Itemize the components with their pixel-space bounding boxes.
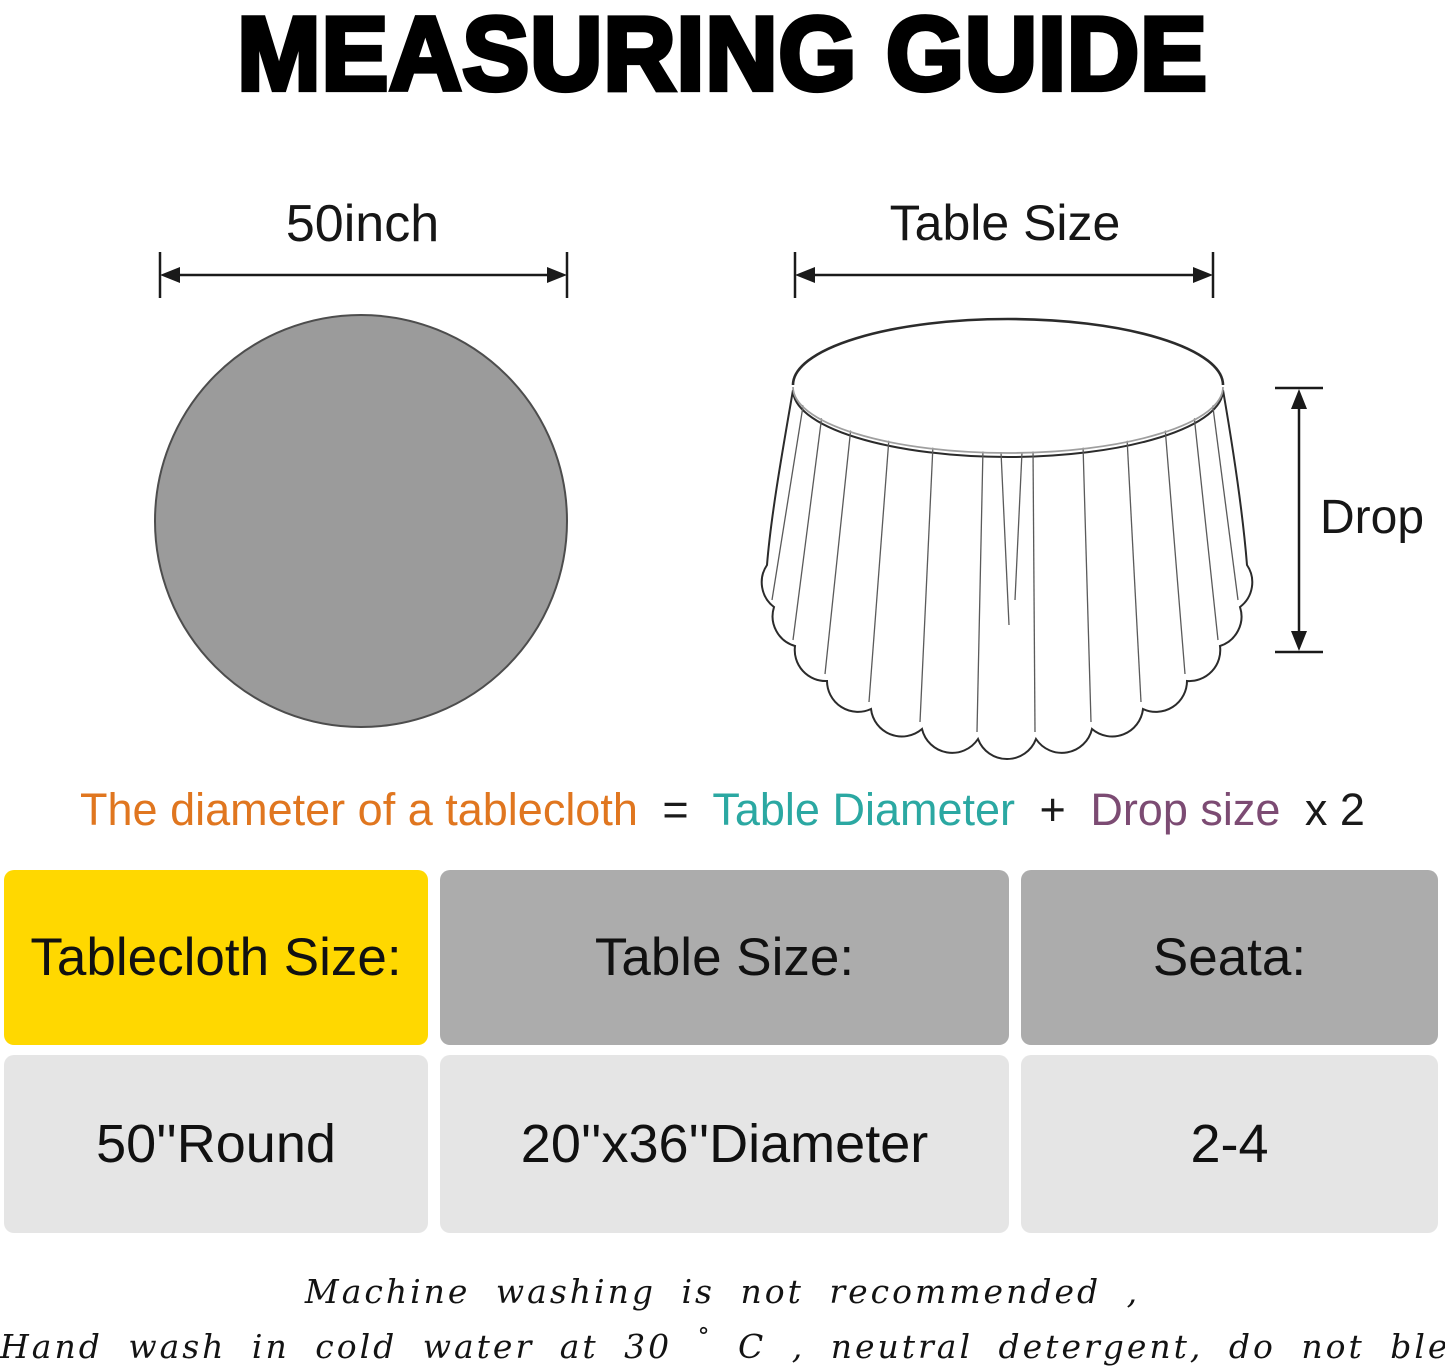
- tablecloth-circle: [154, 314, 568, 728]
- tablecloth-dimension-arrow: [158, 252, 569, 298]
- table-size-dimension-arrow: [793, 252, 1215, 298]
- cell-table-size-value: 20''x36''Diameter: [440, 1055, 1009, 1233]
- draped-table-diagram: [760, 252, 1323, 760]
- header-tablecloth-size: Tablecloth Size:: [4, 870, 428, 1045]
- size-table: Tablecloth Size: Table Size: Seata: 50''…: [4, 870, 1438, 1233]
- formula-plus: +: [1039, 784, 1066, 835]
- care-note-line1: Machine washing is not recommended ,: [304, 1272, 1141, 1311]
- care-note-line2-prefix: Hand wash in cold water at 30: [0, 1327, 673, 1366]
- table-size-label: Table Size: [889, 195, 1121, 251]
- formula-lhs: The diameter of a tablecloth: [80, 784, 638, 835]
- tablecloth-circle-diagram: [154, 252, 569, 728]
- tablecloth-diameter-label: 50inch: [285, 195, 440, 253]
- table-top-front-rim: [792, 386, 1224, 454]
- formula-multiplier: x 2: [1304, 784, 1365, 835]
- diameter-formula: The diameter of a tablecloth = Table Dia…: [0, 784, 1445, 836]
- formula-drop-size: Drop size: [1090, 784, 1281, 835]
- drop-dimension-arrow: [1275, 386, 1323, 654]
- care-note-line2-suffix: C , neutral detergent, do not bleach .: [738, 1327, 1445, 1366]
- page-title: MEASURING GUIDE: [235, 0, 1210, 115]
- cell-tablecloth-size-value: 50''Round: [4, 1055, 428, 1233]
- cell-seats-value: 2-4: [1021, 1055, 1438, 1233]
- header-table-size: Table Size:: [440, 870, 1009, 1045]
- table-top-surface: [793, 318, 1223, 452]
- formula-equals: =: [662, 784, 689, 835]
- pleat-lines: [771, 399, 1239, 733]
- degree-symbol: °: [697, 1322, 713, 1350]
- table-top-back-rim: [791, 317, 1225, 386]
- formula-table-diameter: Table Diameter: [712, 784, 1016, 835]
- drop-label: Drop: [1320, 491, 1425, 544]
- care-note-line2: Hand wash in cold water at 30 ° C , neut…: [0, 1322, 1445, 1366]
- header-seats: Seata:: [1021, 870, 1438, 1045]
